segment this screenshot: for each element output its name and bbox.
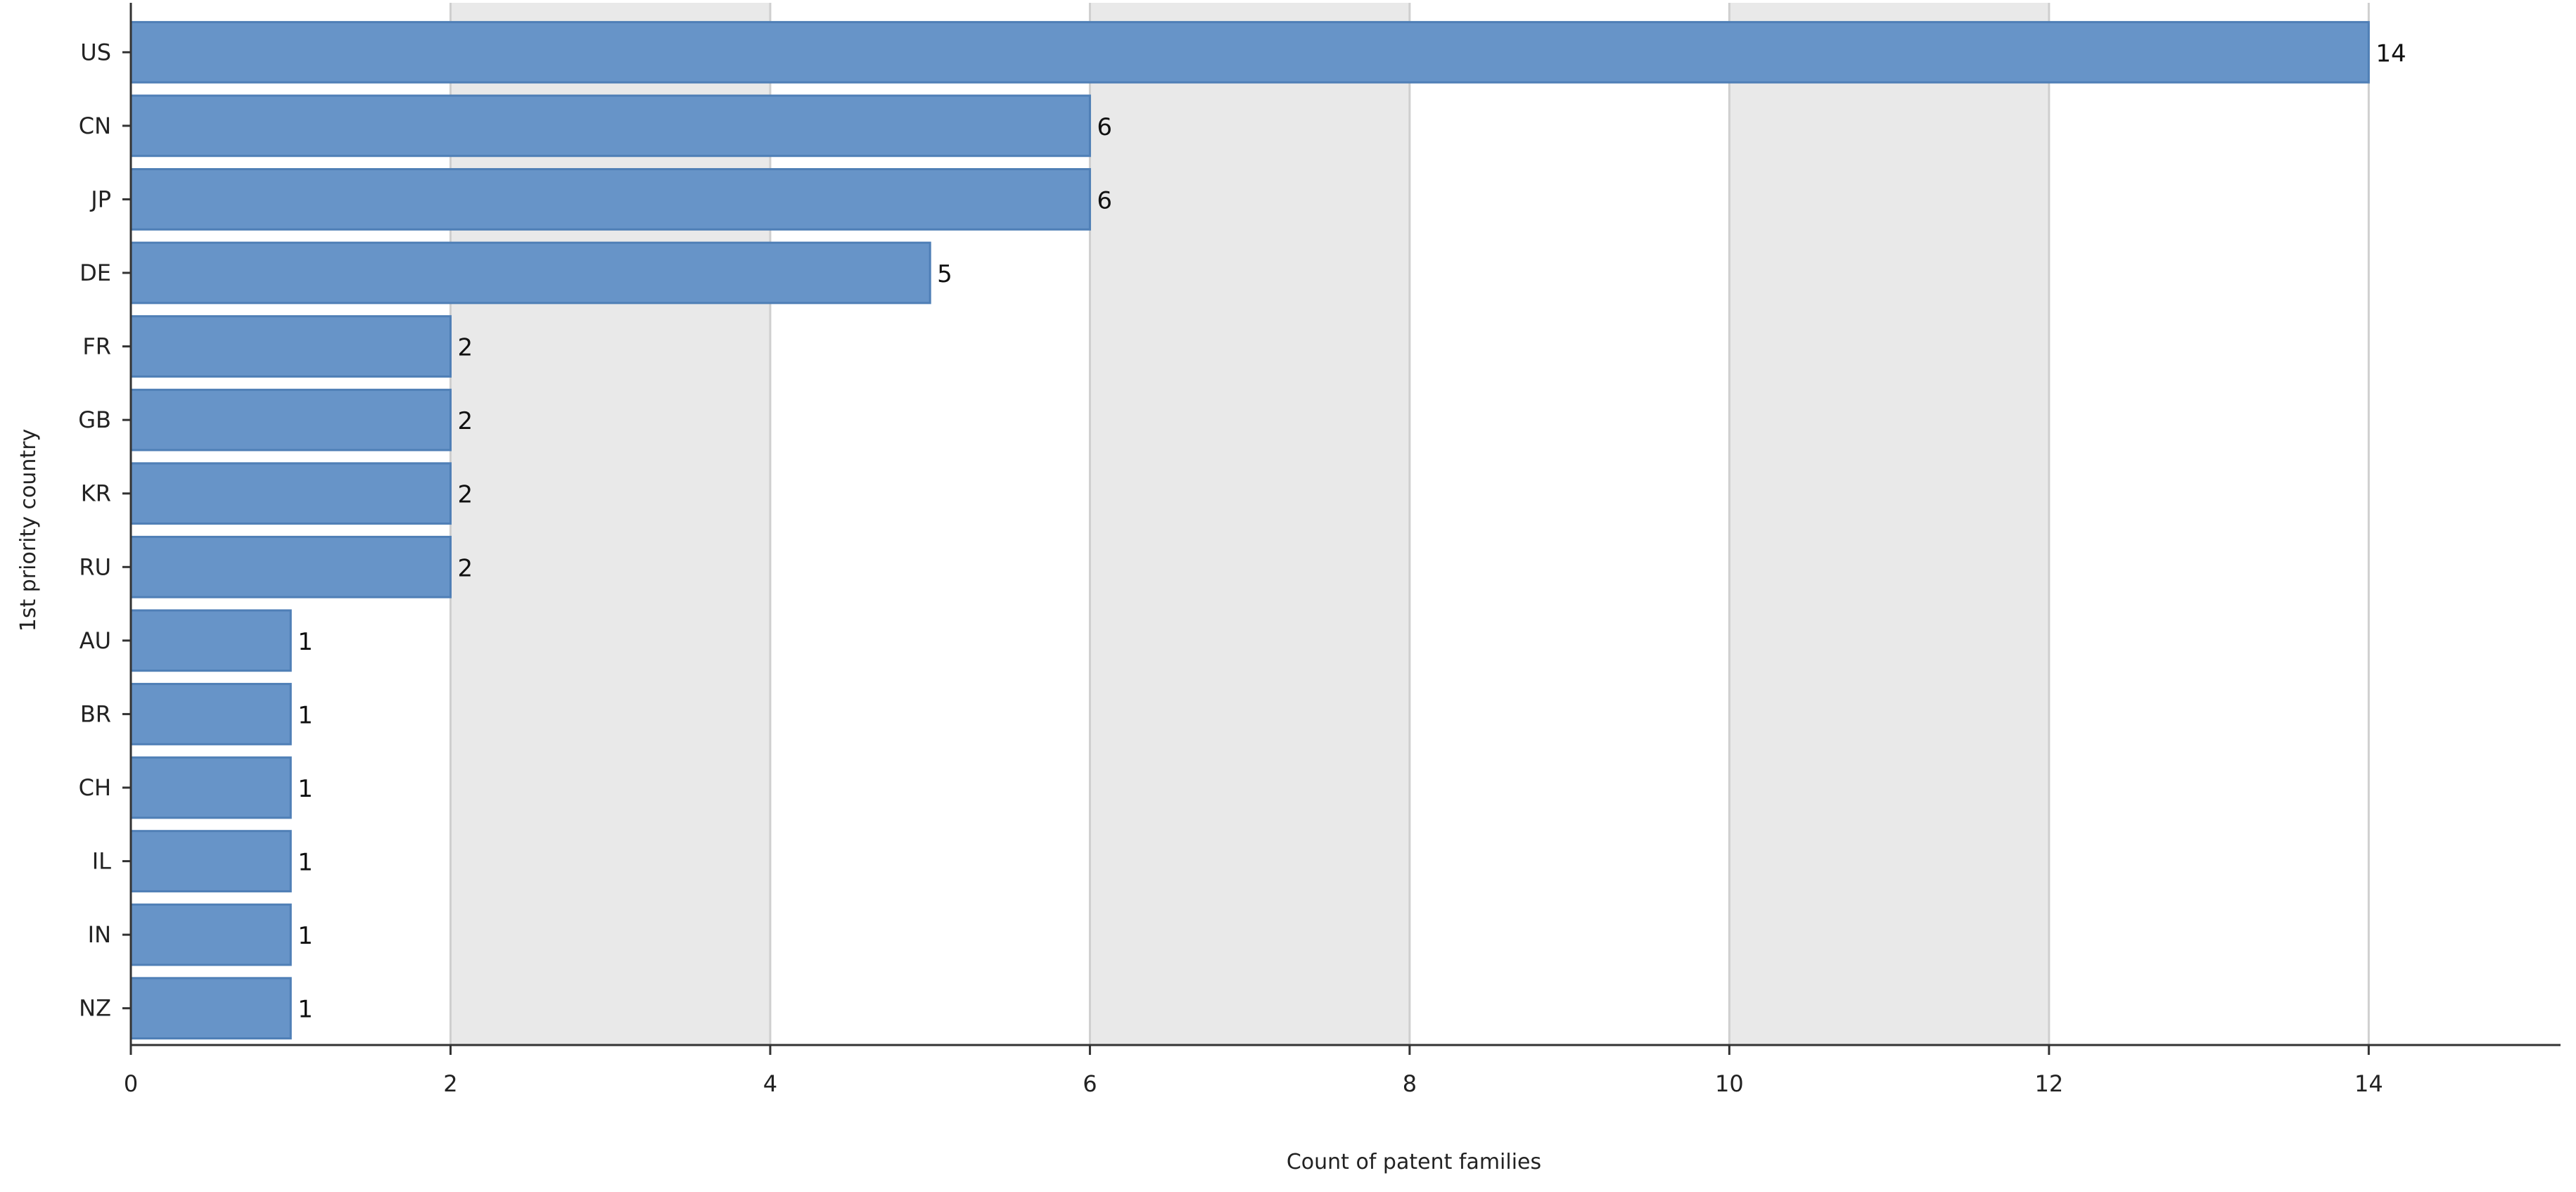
- bar-ru: [129, 535, 452, 598]
- x-tick-label: 4: [763, 1070, 777, 1097]
- bar-cn: [129, 94, 1091, 158]
- category-label: JP: [89, 186, 111, 212]
- y-axis-title: 1st priority country: [16, 429, 41, 632]
- data-labels: 14 6 6 5 2 2 2 2 1 1 1 1 1 1: [298, 39, 2406, 1023]
- category-label: IL: [92, 848, 111, 875]
- x-axis-title: Count of patent families: [1287, 1150, 1541, 1174]
- data-label: 14: [2376, 39, 2406, 68]
- category-label: CH: [79, 774, 111, 801]
- background-bands: [450, 3, 2049, 1045]
- category-label: KR: [81, 480, 111, 507]
- x-tick-label: 10: [1715, 1070, 1744, 1097]
- background-band: [450, 3, 770, 1045]
- data-label: 1: [298, 775, 313, 803]
- category-label: BR: [80, 700, 111, 727]
- bar-in: [129, 903, 292, 966]
- bar-il: [129, 830, 292, 892]
- category-label: DE: [79, 259, 111, 286]
- x-tick-label: 0: [124, 1070, 138, 1097]
- data-label: 6: [1097, 186, 1112, 214]
- category-labels: US CN JP DE FR GB KR RU AU BR CH IL IN NZ: [78, 39, 131, 1022]
- bar-de: [129, 241, 931, 305]
- bar-gb: [129, 388, 452, 451]
- category-label: IN: [88, 921, 111, 948]
- bar-ch: [129, 756, 292, 819]
- data-label: 5: [937, 260, 952, 288]
- category-label: NZ: [79, 995, 111, 1022]
- data-label: 1: [298, 701, 313, 729]
- axes: [129, 3, 2561, 1046]
- x-tick-label: 12: [2034, 1070, 2063, 1097]
- data-label: 6: [1097, 113, 1112, 141]
- bar-us: [129, 20, 2370, 84]
- bar-br: [129, 683, 292, 745]
- category-label: GB: [78, 406, 111, 433]
- category-label: AU: [79, 627, 111, 654]
- data-label: 2: [457, 481, 473, 509]
- background-band: [1090, 3, 1410, 1045]
- background-band: [1729, 3, 2049, 1045]
- category-label: US: [80, 39, 111, 65]
- data-label: 2: [457, 407, 473, 435]
- bar-au: [129, 609, 292, 672]
- x-tick-label: 6: [1083, 1070, 1097, 1097]
- bar-nz: [129, 977, 292, 1040]
- x-tick-label: 8: [1403, 1070, 1417, 1097]
- category-label: RU: [79, 553, 111, 580]
- x-tick-label: 14: [2354, 1070, 2383, 1097]
- data-label: 2: [457, 554, 473, 582]
- category-label: CN: [79, 113, 111, 139]
- bars: [129, 20, 2370, 1040]
- bar-kr: [129, 462, 452, 525]
- category-label: FR: [82, 333, 111, 360]
- bar-fr: [129, 315, 452, 378]
- x-ticks: 0 2 4 6 8 10 12 14: [124, 1045, 2383, 1097]
- data-label: 1: [298, 922, 313, 950]
- data-label: 2: [457, 334, 473, 362]
- x-tick-label: 2: [443, 1070, 457, 1097]
- bar-jp: [129, 168, 1091, 231]
- data-label: 1: [298, 849, 313, 877]
- data-label: 1: [298, 996, 313, 1024]
- data-label: 1: [298, 628, 313, 656]
